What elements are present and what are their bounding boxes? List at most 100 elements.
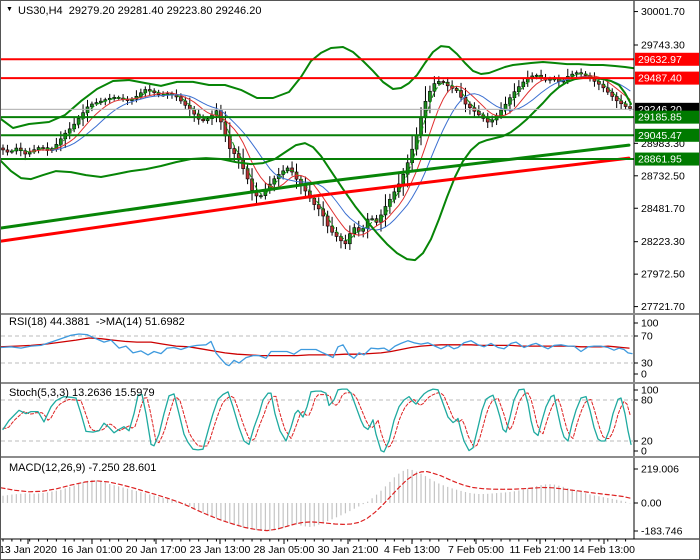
- rsi-line: [1, 333, 633, 367]
- rsi-header: RSI(18) 44.3881 ->MA(14) 51.6982: [9, 316, 185, 328]
- candle-body: [343, 240, 348, 245]
- time-axis-label: 16 Jan 01:00: [62, 544, 123, 556]
- price-badge: [635, 152, 699, 166]
- price-badge: [635, 52, 699, 66]
- price-axis-label: 27721.70: [641, 301, 685, 313]
- candle-body: [610, 91, 615, 97]
- time-axis-label: 28 Jan 05:00: [254, 544, 315, 556]
- candle-body: [437, 81, 441, 84]
- time-axis-label: 13 Jan 2020: [1, 544, 57, 556]
- price-badge: [635, 71, 699, 85]
- candle-body: [112, 97, 116, 99]
- candle-body: [441, 81, 446, 83]
- rsi-axis-label: 30: [641, 358, 653, 370]
- dropdown-arrow-icon[interactable]: ▼: [6, 6, 13, 13]
- candle-body: [99, 100, 103, 103]
- time-axis-label: 23 Jan 13:00: [190, 544, 251, 556]
- symbol-ohlc-header: US30,H4 29279.20 29281.40 29223.80 29246…: [18, 5, 262, 17]
- price-axis: 30001.7029743.3028983.3028732.5028481.70…: [633, 1, 699, 539]
- candle-body: [414, 134, 419, 150]
- candle-body: [468, 103, 472, 108]
- candle-body: [18, 147, 23, 152]
- time-axis-label: 20 Jan 17:00: [126, 544, 187, 556]
- candle-body: [281, 170, 285, 175]
- bollinger-upper-band: [1, 45, 634, 129]
- time-axis[interactable]: 13 Jan 2020 16 Jan 01:00 20 Jan 17:00 23 Ja…: [1, 539, 635, 556]
- candle-body: [330, 225, 334, 233]
- candle-body: [90, 103, 94, 108]
- price-axis-label: 28732.50: [641, 170, 685, 182]
- support-trendline-red: [1, 156, 631, 243]
- candle-body: [232, 148, 237, 154]
- stoch-axis-label: 20: [641, 436, 653, 448]
- candle-body: [5, 149, 10, 153]
- candle-body: [316, 204, 321, 210]
- candle-body: [352, 227, 357, 234]
- price-badge: [635, 128, 699, 142]
- candle-body: [517, 86, 521, 93]
- rsi-axis-label: 0: [641, 369, 647, 381]
- candle-body: [370, 218, 374, 221]
- ma-slow-blue: [51, 76, 631, 231]
- price-axis-label: 28481.70: [641, 203, 685, 215]
- candle-body: [614, 96, 619, 102]
- ma-medium-red: [29, 75, 631, 236]
- bollinger-lower-band: [1, 77, 632, 262]
- support-trendline-green: [1, 143, 631, 230]
- macd-axis-label: -183.746: [641, 526, 683, 538]
- candle-body: [348, 233, 352, 245]
- candle-body: [14, 147, 19, 152]
- price-badge-label: 29045.47: [638, 130, 682, 142]
- candle-body: [619, 100, 623, 105]
- stoch-k-line: [2, 388, 632, 453]
- candle-body: [205, 118, 210, 122]
- candle-body: [490, 119, 494, 123]
- candle-body: [250, 178, 254, 191]
- candle-body: [570, 73, 575, 77]
- stoch-d-line: [2, 392, 631, 448]
- candle-body: [463, 96, 468, 105]
- candle-body: [23, 150, 28, 155]
- candle-body: [259, 195, 263, 198]
- time-axis-label: 11 Feb 21:00: [509, 544, 570, 556]
- price-axis-label: 27972.50: [641, 269, 685, 281]
- stoch-axis-label: 80: [641, 395, 653, 407]
- macd-axis-label: 219.006: [641, 464, 679, 476]
- price-axis-label: 30001.70: [641, 6, 685, 18]
- ma-fast-green-dashed: [11, 73, 631, 241]
- candle-body: [285, 167, 290, 172]
- candle-body: [383, 206, 388, 216]
- candle-body: [179, 96, 183, 102]
- rsi-axis-label: 100: [641, 318, 659, 330]
- candle-body: [392, 191, 397, 200]
- price-axis-label: 28223.30: [641, 236, 685, 248]
- candle-body: [361, 228, 366, 232]
- price-pane[interactable]: [1, 3, 634, 314]
- candle-body: [419, 117, 423, 136]
- candle-body: [628, 106, 632, 109]
- price-badge-label: 29487.40: [638, 73, 682, 85]
- price-badge-label: 29632.97: [638, 54, 682, 66]
- price-badge-label: 28861.95: [638, 154, 682, 166]
- candle-body: [201, 118, 205, 122]
- stoch-header: Stoch(5,3,3) 13.2636 15.5979: [9, 387, 155, 399]
- candle-body: [325, 215, 330, 227]
- stoch-pane[interactable]: [2, 388, 632, 453]
- stoch-axis-label: 0: [641, 446, 647, 458]
- rsi-pane[interactable]: [1, 333, 633, 367]
- time-axis-label: 30 Jan 21:00: [318, 544, 379, 556]
- macd-header: MACD(12,26,9) -7.250 28.601: [9, 462, 157, 474]
- macd-pane[interactable]: [1, 469, 632, 532]
- price-axis-label: 29743.30: [641, 40, 685, 52]
- price-badge: [635, 110, 699, 124]
- time-axis-label: 14 Feb 13:00: [573, 544, 635, 556]
- time-axis-label: 4 Feb 13:00: [384, 544, 440, 556]
- candle-body: [432, 83, 437, 92]
- candle-body: [1, 147, 5, 151]
- macd-axis-label: 0.00: [641, 498, 662, 510]
- rsi-axis-label: 70: [641, 331, 653, 343]
- candle-body: [139, 92, 143, 97]
- stoch-axis-label: 100: [641, 385, 659, 397]
